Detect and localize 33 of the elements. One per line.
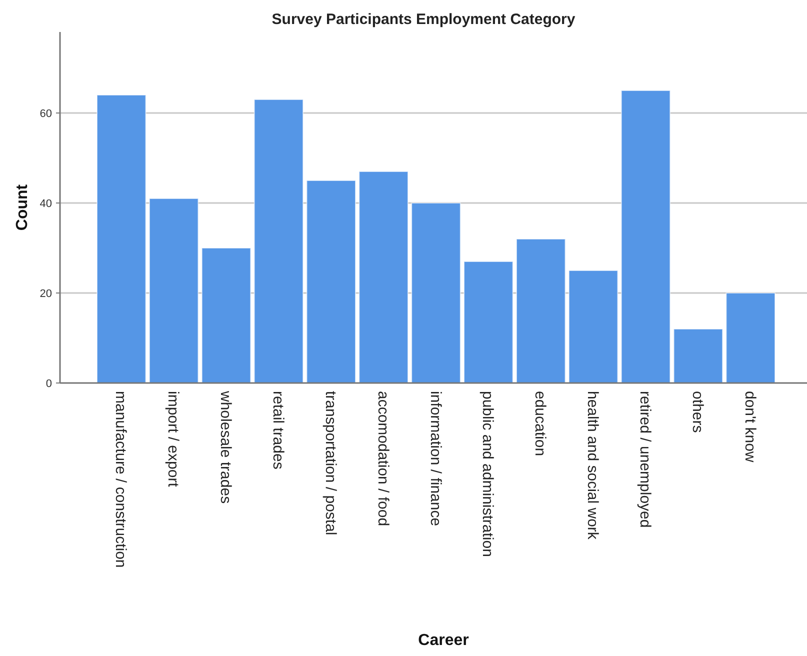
x-tick-label: accomodation / food xyxy=(374,391,392,526)
x-tick-label: don't know xyxy=(741,391,758,462)
x-tick-label: manufacture / construction xyxy=(112,391,130,568)
bar xyxy=(254,99,304,384)
x-tick-label: retired / unemployed xyxy=(636,391,654,528)
x-tick-label: others xyxy=(688,391,706,433)
y-tick-label: 60 xyxy=(40,108,52,120)
bar xyxy=(568,270,618,384)
x-tick-label: import / export xyxy=(164,391,182,488)
bar xyxy=(148,198,199,384)
y-tick-label: 40 xyxy=(40,198,52,210)
bar xyxy=(306,180,356,384)
x-tick-label: retail trades xyxy=(269,391,286,470)
x-tick-label: information / finance xyxy=(426,391,444,526)
y-axis-title: Count xyxy=(14,184,31,231)
x-tick-label: public and administration xyxy=(479,391,496,557)
y-tick-label: 20 xyxy=(40,288,52,300)
x-tick-label: transportation / postal xyxy=(322,391,339,536)
chart-title: Survey Participants Employment Category xyxy=(272,11,576,28)
y-tick-label: 0 xyxy=(46,378,52,390)
bar xyxy=(673,328,724,384)
bar xyxy=(516,238,566,384)
x-tick-label: health and social work xyxy=(584,391,602,540)
bar xyxy=(411,202,461,384)
bar xyxy=(464,261,514,384)
bar xyxy=(358,171,408,384)
bar xyxy=(726,292,776,384)
x-tick-label: education xyxy=(532,391,549,456)
bar xyxy=(201,248,252,384)
bar xyxy=(620,90,671,384)
x-tick-label: wholesale trades xyxy=(217,390,234,504)
x-axis-title: Career xyxy=(418,632,469,649)
bar xyxy=(96,94,146,384)
